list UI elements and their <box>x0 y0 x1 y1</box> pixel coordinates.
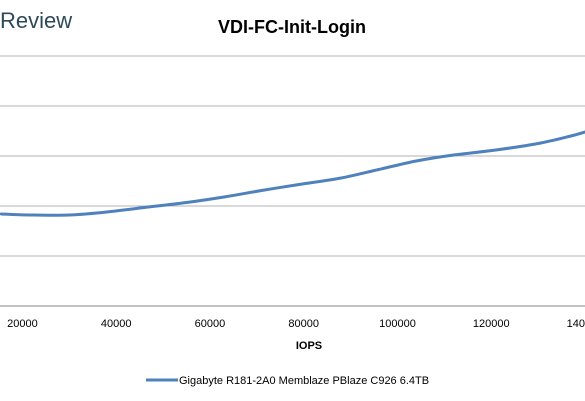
x-tick-label: 20000 <box>7 318 38 330</box>
brand-logo-text: Review <box>0 8 72 33</box>
x-tick-label: 60000 <box>195 318 226 330</box>
x-tick-label: 120000 <box>473 318 510 330</box>
legend-entry: Gigabyte R181-2A0 Memblaze PBlaze C926 6… <box>179 375 429 387</box>
series-line <box>0 130 585 217</box>
x-tick-label: 140000 <box>567 318 585 330</box>
x-tick-label: 80000 <box>288 318 319 330</box>
chart-title: VDI-FC-Init-Login <box>218 17 366 37</box>
gridlines <box>0 55 585 257</box>
x-tick-label: 40000 <box>101 318 132 330</box>
x-tick-labels: 20000 40000 60000 80000 100000 120000 140000 <box>7 318 585 330</box>
x-tick-label: 100000 <box>379 318 416 330</box>
x-axis-label: IOPS <box>296 340 322 352</box>
